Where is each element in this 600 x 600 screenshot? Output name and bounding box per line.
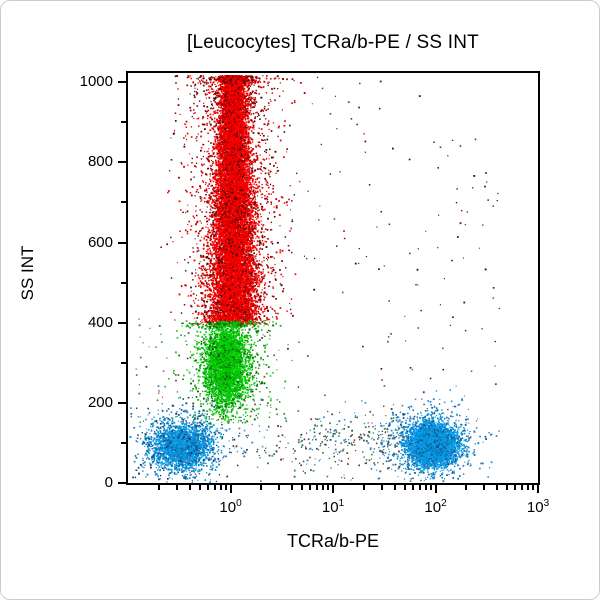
x-minor-tick <box>316 485 319 490</box>
x-minor-tick <box>213 485 216 490</box>
x-minor-tick <box>380 485 383 490</box>
x-minor-tick <box>309 485 312 490</box>
y-tick-label: 200 <box>87 393 113 411</box>
y-minor-tick <box>121 201 126 204</box>
x-minor-tick <box>198 485 201 490</box>
y-tick-label: 800 <box>87 153 113 171</box>
x-minor-tick <box>514 485 517 490</box>
x-minor-tick <box>403 485 406 490</box>
x-minor-tick <box>260 485 263 490</box>
x-minor-tick <box>219 485 222 490</box>
chart-title: [Leucocytes] TCRa/b-PE / SS INT <box>186 32 479 53</box>
y-tick-label: 1000 <box>79 73 113 91</box>
x-minor-tick <box>327 485 330 490</box>
x-minor-tick <box>506 485 509 490</box>
x-major-tick <box>537 485 539 493</box>
x-minor-tick <box>532 485 535 490</box>
y-major-tick <box>118 81 126 84</box>
x-minor-tick <box>322 485 325 490</box>
y-major-tick <box>118 482 126 484</box>
x-minor-tick <box>496 485 499 490</box>
x-minor-tick <box>429 485 432 490</box>
x-minor-tick <box>224 485 227 490</box>
scatter-canvas <box>128 73 538 483</box>
x-minor-tick <box>424 485 427 490</box>
x-tick-label: 101 <box>321 498 345 516</box>
x-minor-tick <box>527 485 530 490</box>
y-minor-tick <box>121 121 126 124</box>
y-minor-tick <box>121 281 126 284</box>
y-tick-label: 0 <box>104 474 113 491</box>
x-minor-tick <box>188 485 191 490</box>
y-major-tick <box>118 161 126 164</box>
x-major-tick <box>332 485 334 493</box>
x-minor-tick <box>411 485 414 490</box>
x-minor-tick <box>418 485 421 490</box>
x-minor-tick <box>157 485 160 490</box>
x-minor-tick <box>175 485 178 490</box>
x-major-tick <box>229 485 232 493</box>
x-tick-label: 103 <box>526 498 550 516</box>
x-minor-tick <box>206 485 209 490</box>
x-minor-tick <box>483 485 486 490</box>
x-minor-tick <box>278 485 281 490</box>
x-minor-tick <box>521 485 524 490</box>
x-minor-tick <box>362 485 365 490</box>
x-axis-label: TCRa/b-PE <box>286 531 380 551</box>
x-minor-tick <box>291 485 294 490</box>
plot-area <box>126 71 540 485</box>
x-minor-tick <box>393 485 396 490</box>
y-tick-label: 400 <box>87 313 113 331</box>
x-tick-label: 100 <box>219 498 242 516</box>
y-major-tick <box>118 401 126 404</box>
y-major-tick <box>118 241 126 244</box>
y-minor-tick <box>121 361 126 364</box>
y-axis-label: SS INT <box>18 245 37 301</box>
y-major-tick <box>118 321 126 324</box>
y-minor-tick <box>121 441 126 444</box>
x-major-tick <box>434 485 437 493</box>
y-tick-label: 600 <box>87 233 113 251</box>
x-minor-tick <box>465 485 468 490</box>
x-tick-label: 102 <box>424 498 447 516</box>
x-minor-tick <box>301 485 304 490</box>
